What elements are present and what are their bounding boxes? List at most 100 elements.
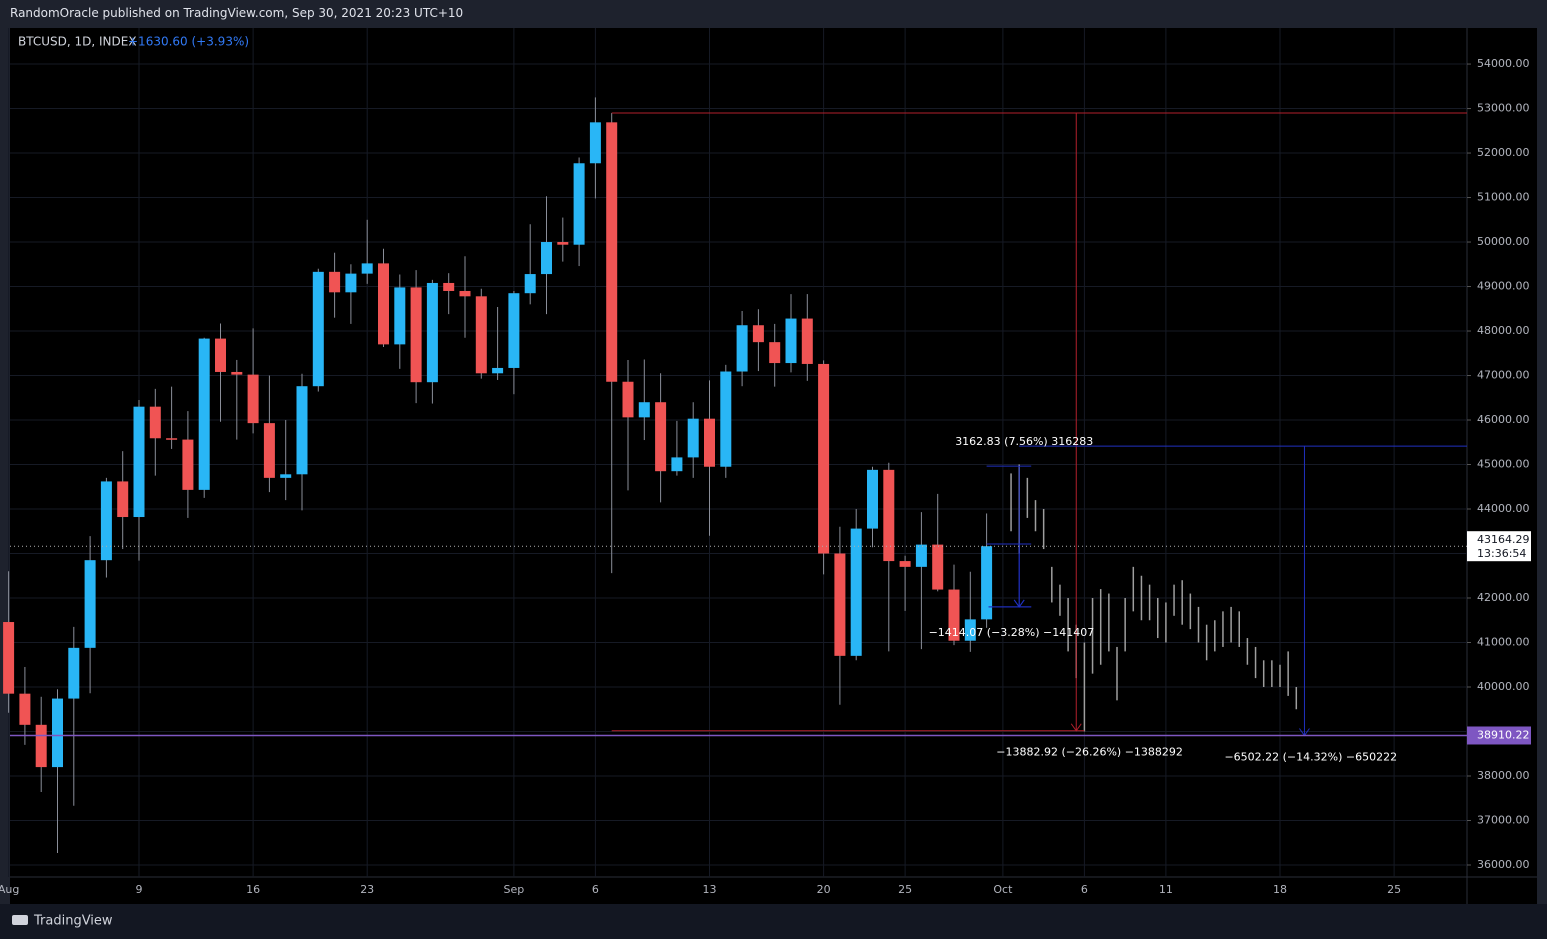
y-tick-label: 51000.00 bbox=[1477, 191, 1530, 204]
y-tick-label: 52000.00 bbox=[1477, 146, 1530, 159]
candle-body bbox=[622, 381, 634, 418]
x-tick-label: 6 bbox=[592, 883, 599, 896]
header-bar: RandomOracle published on TradingView.co… bbox=[0, 0, 1547, 28]
candle-body bbox=[932, 544, 944, 590]
candle-body bbox=[280, 474, 292, 478]
y-tick-label: 36000.00 bbox=[1477, 858, 1530, 871]
candle-body bbox=[361, 263, 373, 274]
candle-body bbox=[704, 418, 715, 467]
last-price-label: 43164.29 bbox=[1477, 533, 1530, 546]
candle-body bbox=[345, 273, 357, 293]
candle-body bbox=[117, 481, 129, 518]
y-tick-label: 46000.00 bbox=[1477, 413, 1530, 426]
y-tick-label: 45000.00 bbox=[1477, 458, 1530, 471]
tv-logo bbox=[12, 915, 28, 925]
candle-body bbox=[263, 423, 275, 478]
candle-body bbox=[720, 371, 732, 467]
y-tick-label: 44000.00 bbox=[1477, 502, 1530, 515]
candle-body bbox=[68, 647, 80, 699]
candle-body bbox=[215, 338, 226, 372]
candle-body bbox=[573, 163, 585, 245]
last-price-box bbox=[1467, 531, 1531, 562]
candle-body bbox=[100, 481, 112, 561]
candle-body bbox=[883, 469, 895, 562]
candle-body bbox=[687, 418, 699, 458]
candle-body bbox=[52, 698, 63, 768]
candle-body bbox=[296, 386, 308, 475]
candle-body bbox=[459, 290, 471, 297]
x-tick-label: 9 bbox=[136, 883, 143, 896]
candle-body bbox=[736, 325, 748, 372]
candle-body bbox=[84, 560, 96, 648]
candle-body bbox=[329, 271, 341, 293]
x-tick-label: 25 bbox=[898, 883, 912, 896]
candle-body bbox=[638, 402, 650, 418]
candle-body bbox=[35, 724, 47, 768]
y-tick-label: 41000.00 bbox=[1477, 636, 1530, 649]
candle-body bbox=[915, 544, 927, 567]
candle-body bbox=[964, 619, 976, 641]
y-tick-label: 40000.00 bbox=[1477, 680, 1530, 693]
x-tick-label: 13 bbox=[703, 883, 717, 896]
candle-body bbox=[410, 287, 422, 383]
countdown-label: 13:36:54 bbox=[1477, 547, 1526, 560]
candle-body bbox=[801, 318, 813, 364]
x-tick-label: Aug bbox=[0, 883, 19, 896]
publisher-text: RandomOracle published on TradingView.co… bbox=[10, 6, 464, 20]
candle-body bbox=[394, 287, 406, 345]
measure-label: −1414.07 (−3.28%) −141407 bbox=[929, 626, 1095, 639]
y-tick-label: 49000.00 bbox=[1477, 280, 1530, 293]
x-tick-label: 6 bbox=[1081, 883, 1088, 896]
y-tick-label: 53000.00 bbox=[1477, 102, 1530, 115]
x-tick-label: 25 bbox=[1387, 883, 1401, 896]
x-tick-label: 23 bbox=[360, 883, 374, 896]
candle-body bbox=[166, 438, 178, 440]
level-label: 38910.22 bbox=[1477, 728, 1530, 741]
x-tick-label: 20 bbox=[817, 883, 831, 896]
measure-label: −13882.92 (−26.26%) −1388292 bbox=[996, 746, 1183, 759]
candle-body bbox=[133, 406, 145, 518]
chart: TradingView BTCUSD, 1D, INDEX +1630.60 (… bbox=[0, 28, 1547, 939]
x-tick-label: 16 bbox=[246, 883, 260, 896]
y-tick-label: 47000.00 bbox=[1477, 369, 1530, 382]
x-tick-label: 11 bbox=[1159, 883, 1173, 896]
candle-body bbox=[834, 553, 846, 656]
candle-body bbox=[785, 318, 797, 364]
candle-body bbox=[475, 296, 487, 374]
candle-body bbox=[769, 342, 781, 364]
measure-label: −6502.22 (−14.32%) −650222 bbox=[1224, 751, 1397, 764]
candle-body bbox=[655, 402, 667, 472]
candle-body bbox=[671, 457, 683, 472]
candle-body bbox=[231, 371, 243, 375]
candle-body bbox=[867, 469, 878, 529]
candle-body bbox=[557, 242, 569, 245]
candle-body bbox=[752, 325, 764, 343]
candle-body bbox=[247, 374, 259, 424]
symbol-label: BTCUSD, 1D, INDEX bbox=[18, 35, 137, 49]
candle-body bbox=[524, 274, 536, 294]
change-label: +1630.60 (+3.93%) bbox=[128, 35, 249, 49]
candle-body bbox=[378, 263, 389, 345]
x-tick-label: Sep bbox=[504, 883, 525, 896]
candle-body bbox=[981, 546, 993, 620]
candle-body bbox=[541, 242, 552, 275]
measure-label: 3162.83 (7.56%) 316283 bbox=[955, 435, 1093, 448]
x-tick-label: 18 bbox=[1273, 883, 1287, 896]
candle-body bbox=[492, 367, 504, 374]
candle-body bbox=[899, 561, 911, 567]
y-tick-label: 42000.00 bbox=[1477, 591, 1530, 604]
y-tick-label: 38000.00 bbox=[1477, 769, 1530, 782]
candle-body bbox=[948, 589, 960, 641]
level-box bbox=[1467, 726, 1531, 745]
candle-body bbox=[443, 282, 455, 291]
candle-body bbox=[818, 363, 830, 554]
candle-body bbox=[3, 622, 15, 694]
arrow-head bbox=[1070, 723, 1082, 732]
candle-body bbox=[19, 693, 31, 725]
candle-body bbox=[198, 338, 210, 490]
footer bbox=[0, 904, 1547, 939]
candle-body bbox=[606, 122, 618, 382]
plot-bg bbox=[10, 28, 1537, 904]
candle-body bbox=[850, 528, 862, 656]
